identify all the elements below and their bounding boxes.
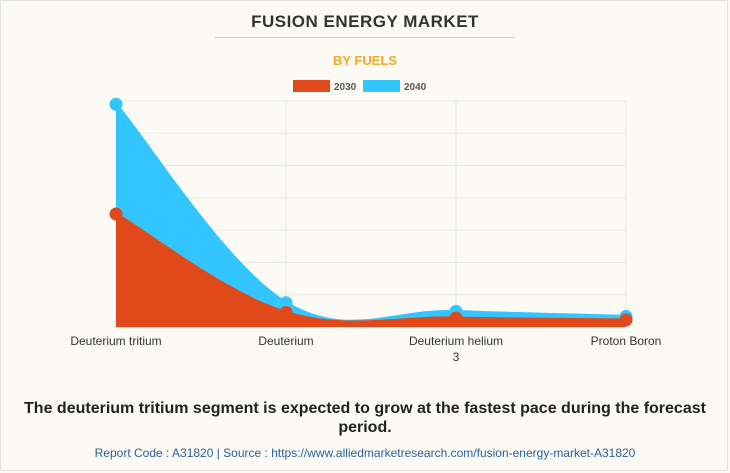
x-tick-label: Deuterium helium 3 [409,334,503,364]
area-series-2030 [116,214,626,327]
legend-swatch-2030 [293,80,330,92]
point-2040-0 [109,97,123,111]
x-tick-label: Proton Boron [591,334,662,348]
legend-label-2030: 2030 [334,82,357,93]
x-tick-label: Deuterium [258,334,313,348]
report-footer: Report Code : A31820 | Source : https://… [94,446,636,460]
area-chart: Deuterium tritium Deuterium Deuterium heli… [70,80,662,364]
point-2030-3 [619,313,633,327]
chart-caption: The deuterium tritium segment is expecte… [24,400,706,436]
legend-label-2040: 2040 [404,82,427,93]
area-series-2040 [116,104,626,327]
title-divider [215,37,515,38]
chart-title: FUSION ENERGY MARKET [251,12,479,31]
point-2030-0 [109,207,123,221]
legend-swatch-2040 [363,80,400,92]
x-tick-label: Deuterium tritium [70,334,161,348]
line-series-2030 [115,212,627,324]
chart-subtitle: BY FUELS [332,53,398,68]
point-2030-1 [279,305,293,319]
point-2030-2 [449,311,463,325]
